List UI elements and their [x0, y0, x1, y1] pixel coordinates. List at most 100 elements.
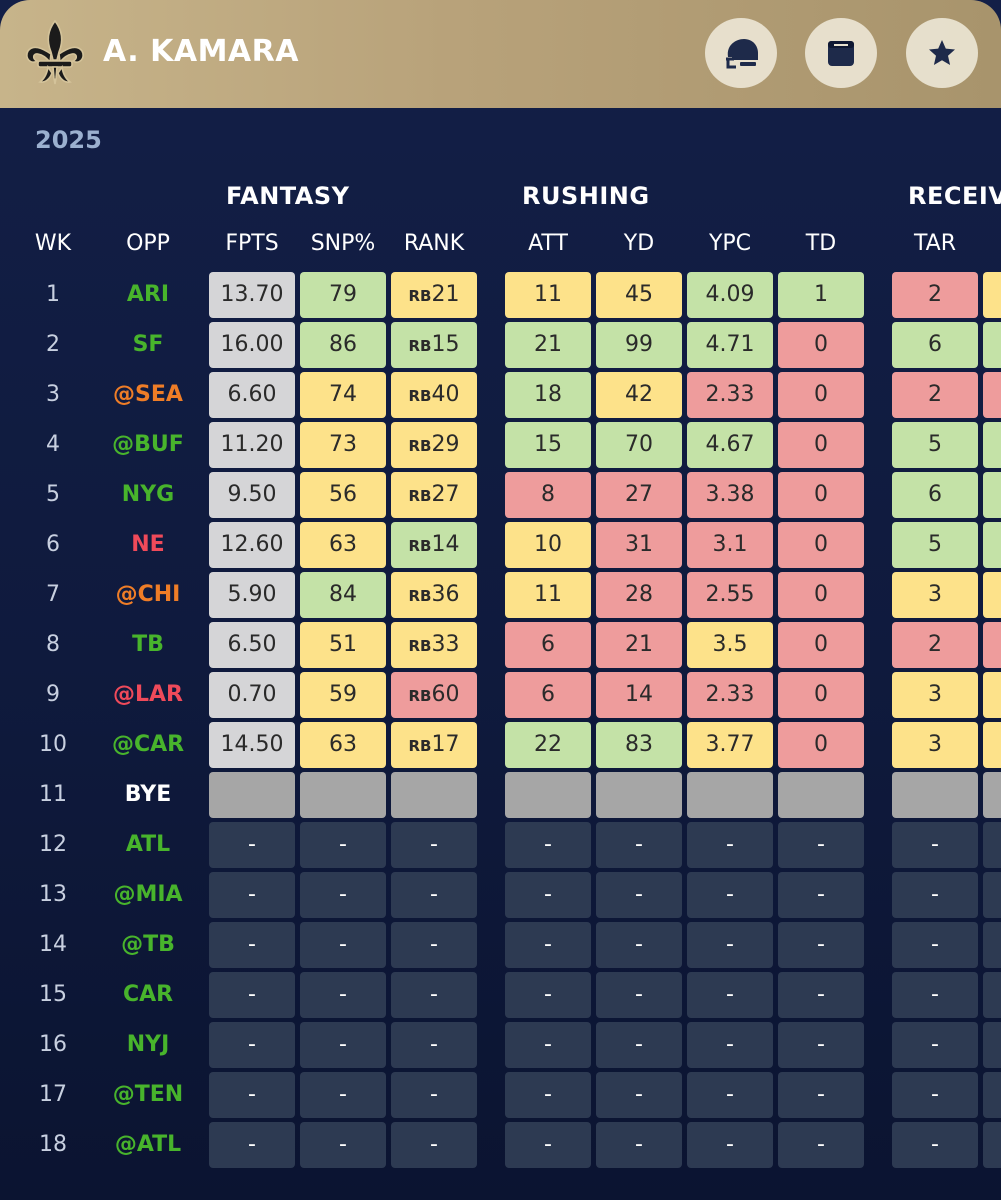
opponent[interactable]: @TB — [121, 932, 175, 957]
rank-position-prefix: RB — [408, 687, 432, 705]
stat-cell-ypc: - — [687, 1122, 773, 1168]
stat-cell-yd: 28 — [596, 572, 682, 618]
stat-cell-rank: - — [391, 872, 477, 918]
stat-cell-next — [983, 622, 1001, 668]
stat-cell-ypc: 4.09 — [687, 272, 773, 318]
star-icon — [929, 40, 955, 65]
col-header-opp[interactable]: OPP — [126, 231, 170, 256]
week-number: 14 — [39, 932, 67, 957]
stat-cell-tar: - — [892, 972, 978, 1018]
col-header-yd[interactable]: YD — [623, 231, 655, 256]
col-header-fpts[interactable]: FPTS — [225, 231, 279, 256]
rank-number: 36 — [431, 582, 460, 607]
col-header-rank[interactable]: RANK — [403, 231, 465, 256]
stat-cell-yd: 14 — [596, 672, 682, 718]
opponent[interactable]: SF — [132, 332, 164, 357]
col-header-td[interactable]: TD — [805, 231, 837, 256]
favorite-button[interactable] — [906, 18, 978, 88]
stat-cell-snp: - — [300, 1122, 386, 1168]
stat-cell-td: - — [778, 972, 864, 1018]
stat-cell-td: - — [778, 1122, 864, 1168]
stat-cell-tar: 5 — [892, 422, 978, 468]
stat-cell-att: - — [505, 972, 591, 1018]
opponent[interactable]: @LAR — [113, 682, 183, 707]
opponent[interactable]: NYJ — [126, 1032, 170, 1057]
stat-cell-ypc: - — [687, 872, 773, 918]
fantasy-group-title: FANTASY — [226, 182, 350, 210]
rank-position-prefix: RB — [408, 337, 432, 355]
stat-cell-att: - — [505, 1072, 591, 1118]
stat-cell-yd: 31 — [596, 522, 682, 568]
stat-cell-yd: 99 — [596, 322, 682, 368]
opponent[interactable]: @CHI — [115, 582, 181, 607]
opponent[interactable]: @CAR — [111, 732, 185, 757]
rank-number: 17 — [431, 732, 460, 757]
week-number: 7 — [46, 582, 60, 607]
stat-cell-fpts: 9.50 — [209, 472, 295, 518]
opponent[interactable]: BYE — [124, 782, 172, 807]
opponent[interactable]: NYG — [121, 482, 175, 507]
stat-cell-att: 8 — [505, 472, 591, 518]
stat-cell-fpts: 6.60 — [209, 372, 295, 418]
schedule-button[interactable] — [805, 18, 877, 88]
stat-cell-td: 0 — [778, 422, 864, 468]
opponent[interactable]: @SEA — [113, 382, 183, 407]
stat-cell-tar: - — [892, 922, 978, 968]
week-number: 18 — [39, 1132, 67, 1157]
stat-cell-next — [983, 422, 1001, 468]
stat-cell-next — [983, 672, 1001, 718]
stat-cell-snp: 59 — [300, 672, 386, 718]
stat-cell-ypc: 3.5 — [687, 622, 773, 668]
stat-cell-ypc: 2.55 — [687, 572, 773, 618]
stat-cell-snp — [300, 772, 386, 818]
rank-position-prefix: RB — [408, 387, 432, 405]
col-header-att[interactable]: ATT — [528, 231, 568, 256]
stat-cell-yd — [596, 772, 682, 818]
stat-cell-td: - — [778, 872, 864, 918]
rank-number: 15 — [431, 332, 460, 357]
stat-cell-yd: - — [596, 1072, 682, 1118]
stat-cell-rank: RB14 — [391, 522, 477, 568]
stat-cell-tar: 6 — [892, 322, 978, 368]
stat-cell-td — [778, 772, 864, 818]
opponent[interactable]: @BUF — [112, 432, 184, 457]
stat-cell-att: 6 — [505, 622, 591, 668]
opponent[interactable]: NE — [131, 532, 165, 557]
stat-cell-fpts: 16.00 — [209, 322, 295, 368]
col-header-snp[interactable]: SNP% — [310, 231, 376, 256]
rank-position-prefix: RB — [408, 737, 432, 755]
stat-cell-fpts: 14.50 — [209, 722, 295, 768]
stat-cell-rank: RB40 — [391, 372, 477, 418]
stat-cell-td: - — [778, 822, 864, 868]
stat-cell-next: - — [983, 1022, 1001, 1068]
team-helmet-button[interactable] — [705, 18, 777, 88]
stat-cell-att: - — [505, 1022, 591, 1068]
stat-cell-yd: 42 — [596, 372, 682, 418]
stat-cell-td: 1 — [778, 272, 864, 318]
opponent[interactable]: TB — [132, 632, 164, 657]
stat-cell-tar: 2 — [892, 622, 978, 668]
col-header-tar[interactable]: TAR — [913, 231, 957, 256]
col-header-wk[interactable]: WK — [34, 231, 72, 256]
stat-cell-yd: - — [596, 822, 682, 868]
opponent[interactable]: ARI — [126, 282, 170, 307]
opponent[interactable]: @ATL — [114, 1132, 182, 1157]
opponent[interactable]: @MIA — [113, 882, 183, 907]
stat-cell-att — [505, 772, 591, 818]
opponent[interactable]: ATL — [125, 832, 171, 857]
stat-cell-snp: 51 — [300, 622, 386, 668]
stat-cell-snp: 86 — [300, 322, 386, 368]
stat-cell-att: 6 — [505, 672, 591, 718]
helmet-icon — [726, 39, 758, 69]
stat-cell-att: 21 — [505, 322, 591, 368]
stat-cell-fpts: 6.50 — [209, 622, 295, 668]
opponent[interactable]: CAR — [122, 982, 174, 1007]
week-number: 5 — [46, 482, 60, 507]
col-header-ypc[interactable]: YPC — [708, 231, 752, 256]
opponent[interactable]: @TEN — [112, 1082, 184, 1107]
stat-cell-snp: 73 — [300, 422, 386, 468]
stat-cell-snp: - — [300, 922, 386, 968]
stat-cell-yd: - — [596, 972, 682, 1018]
stat-cell-att: 15 — [505, 422, 591, 468]
stat-cell-fpts: - — [209, 1072, 295, 1118]
